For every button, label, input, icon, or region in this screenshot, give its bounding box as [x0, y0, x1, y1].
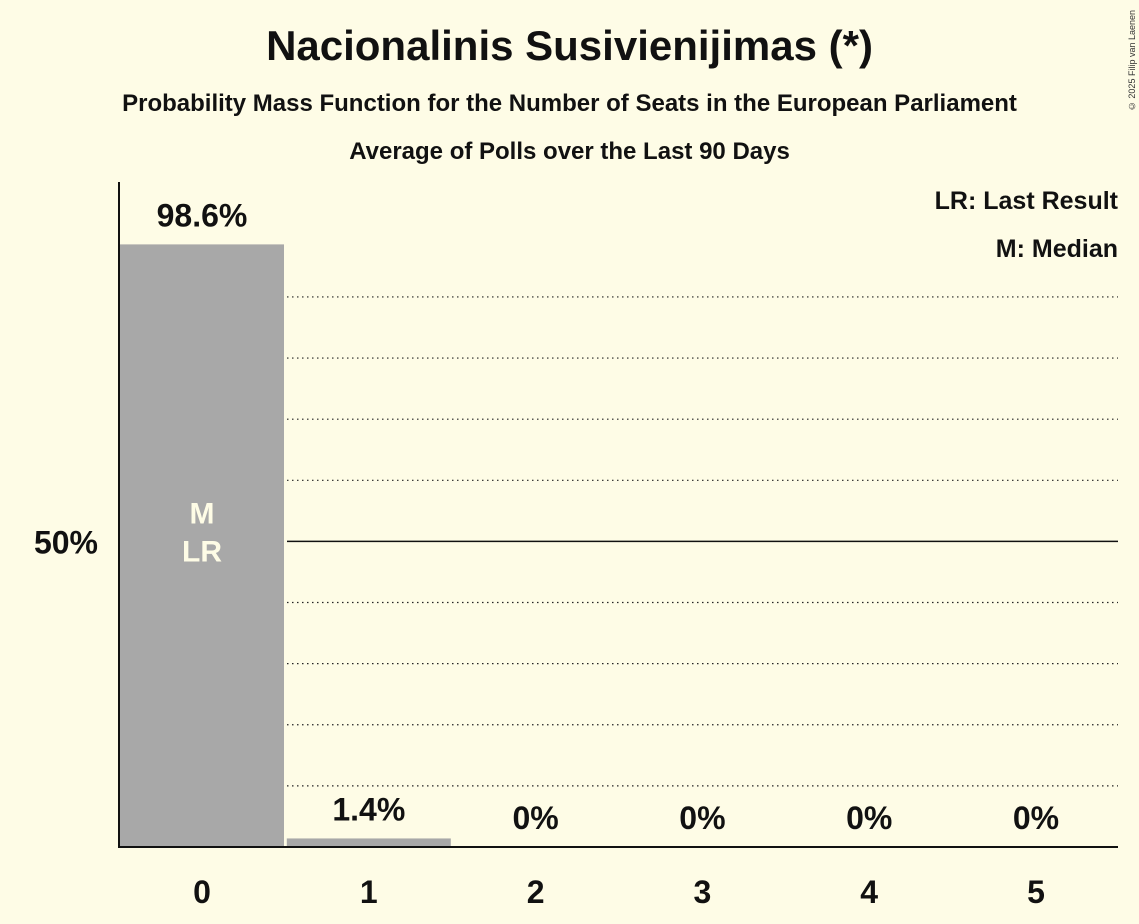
chart-subtitle-secondary: Average of Polls over the Last 90 Days: [349, 138, 790, 165]
x-tick-label: 1: [360, 874, 378, 910]
bar-value-label: 0%: [679, 800, 725, 836]
x-tick-label: 3: [694, 874, 712, 910]
bar-seats-0: [120, 244, 284, 847]
bar-value-label: 0%: [1013, 800, 1059, 836]
legend-last-result: LR: Last Result: [935, 187, 1119, 215]
chart-title: Nacionalinis Susivienijimas (*): [266, 22, 873, 69]
bar-value-label: 0%: [846, 800, 892, 836]
bar-marker-label: M: [190, 497, 215, 530]
bar-value-label: 98.6%: [157, 197, 248, 233]
legend-median: M: Median: [996, 235, 1118, 263]
x-tick-label: 5: [1027, 874, 1045, 910]
y-tick-label: 50%: [34, 524, 98, 560]
x-tick-label: 2: [527, 874, 545, 910]
bar-value-label: 0%: [512, 800, 558, 836]
bar-value-label: 1.4%: [332, 791, 405, 827]
x-tick-label: 4: [860, 874, 878, 910]
x-tick-label: 0: [193, 874, 211, 910]
bar-marker-label: LR: [182, 535, 222, 568]
bar-seats-1: [286, 838, 451, 847]
chart-subtitle: Probability Mass Function for the Number…: [122, 90, 1017, 117]
